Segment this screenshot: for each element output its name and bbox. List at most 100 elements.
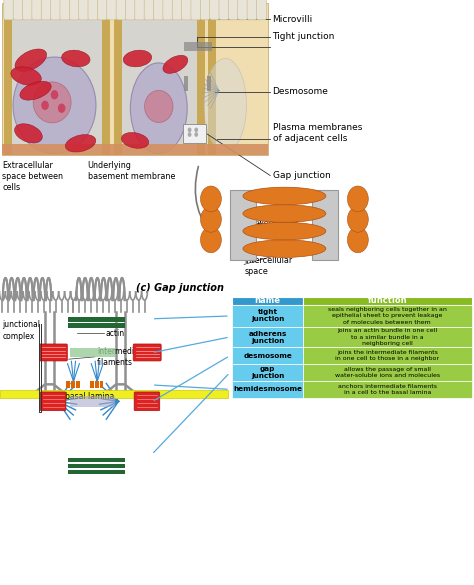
FancyBboxPatch shape [39, 344, 67, 361]
Text: Desmosome: Desmosome [273, 87, 328, 97]
Ellipse shape [123, 50, 152, 67]
Bar [303, 381, 472, 398]
Bar [68, 458, 125, 462]
Bar [0, 295, 474, 399]
Text: anchors intermediate filaments
in a cell to the basal lamina: anchors intermediate filaments in a cell… [338, 384, 437, 395]
Bar [90, 381, 94, 388]
Bar [184, 76, 188, 91]
FancyBboxPatch shape [13, 0, 23, 20]
Circle shape [41, 101, 49, 110]
FancyBboxPatch shape [79, 0, 89, 20]
Bar [0, 390, 228, 398]
Text: Gap junction: Gap junction [273, 171, 330, 180]
Text: Extracellular
space between
cells: Extracellular space between cells [2, 161, 64, 192]
Circle shape [188, 132, 191, 137]
Text: adherens
junction: adherens junction [248, 331, 287, 343]
Text: Tight junction: Tight junction [273, 32, 335, 42]
Bar [95, 381, 99, 388]
Bar [232, 326, 303, 347]
FancyBboxPatch shape [228, 0, 238, 20]
Ellipse shape [243, 187, 326, 205]
FancyBboxPatch shape [40, 392, 66, 411]
FancyBboxPatch shape [154, 0, 164, 20]
FancyBboxPatch shape [183, 124, 206, 143]
Bar [303, 326, 472, 347]
FancyBboxPatch shape [32, 0, 42, 20]
Bar [2, 3, 268, 155]
Text: desmosome: desmosome [243, 353, 292, 359]
FancyBboxPatch shape [201, 0, 210, 20]
FancyBboxPatch shape [210, 0, 219, 20]
FancyBboxPatch shape [69, 0, 79, 20]
Circle shape [347, 186, 368, 212]
FancyBboxPatch shape [238, 0, 248, 20]
FancyBboxPatch shape [135, 0, 145, 20]
Text: Channel
between cells
(connexon): Channel between cells (connexon) [244, 208, 300, 239]
Ellipse shape [145, 91, 173, 123]
Bar [184, 42, 212, 51]
Ellipse shape [163, 56, 188, 73]
Ellipse shape [243, 222, 326, 240]
Bar [303, 305, 472, 326]
Bar [232, 297, 303, 305]
Bar [312, 190, 338, 260]
FancyBboxPatch shape [116, 0, 126, 20]
FancyBboxPatch shape [4, 0, 14, 20]
Bar [207, 76, 211, 91]
Bar [303, 364, 472, 381]
FancyBboxPatch shape [247, 0, 257, 20]
Ellipse shape [62, 50, 90, 67]
Circle shape [201, 207, 221, 232]
Circle shape [347, 207, 368, 232]
Text: tight
junction: tight junction [251, 309, 284, 322]
Bar [68, 470, 125, 474]
Ellipse shape [121, 133, 149, 148]
Text: intermediate
filaments: intermediate filaments [97, 347, 147, 367]
Ellipse shape [11, 67, 41, 85]
Text: function: function [367, 297, 407, 305]
Text: seals neighboring cells together in an
epithelial sheet to prevent leakage
of mo: seals neighboring cells together in an e… [328, 307, 447, 325]
Bar [122, 18, 197, 155]
Bar [70, 348, 115, 357]
FancyBboxPatch shape [88, 0, 98, 20]
Ellipse shape [243, 240, 326, 257]
FancyBboxPatch shape [163, 0, 173, 20]
Text: Underlying
basement membrane: Underlying basement membrane [88, 161, 175, 181]
Bar [76, 381, 80, 388]
FancyBboxPatch shape [191, 0, 201, 20]
FancyBboxPatch shape [219, 0, 229, 20]
Ellipse shape [15, 124, 42, 143]
Bar [68, 464, 125, 468]
Text: joins the intermediate filaments
in one cell to those in a neighbor: joins the intermediate filaments in one … [335, 350, 439, 362]
Bar [230, 190, 256, 260]
Circle shape [201, 186, 221, 212]
FancyBboxPatch shape [133, 344, 161, 361]
FancyBboxPatch shape [144, 0, 154, 20]
Text: (c) Gap junction: (c) Gap junction [136, 283, 224, 293]
Text: hemidesmosome: hemidesmosome [233, 386, 302, 393]
FancyBboxPatch shape [51, 0, 61, 20]
Text: joins an actin bundle in one cell
to a similar bundle in a
neighboring cell: joins an actin bundle in one cell to a s… [337, 328, 438, 346]
Bar [197, 18, 205, 155]
Bar [303, 297, 472, 305]
FancyBboxPatch shape [60, 0, 70, 20]
Circle shape [201, 227, 221, 253]
Bar [208, 18, 216, 155]
Bar [12, 18, 102, 155]
Text: actin: actin [105, 329, 124, 338]
Text: Microvilli: Microvilli [273, 15, 313, 24]
Text: allows the passage of small
water-soluble ions and molecules: allows the passage of small water-solubl… [335, 367, 440, 378]
Bar [100, 381, 103, 388]
Bar [232, 305, 303, 326]
Circle shape [347, 227, 368, 253]
Ellipse shape [20, 81, 51, 100]
Circle shape [194, 128, 198, 132]
Text: gap
junction: gap junction [251, 366, 284, 379]
Ellipse shape [204, 58, 246, 152]
Circle shape [58, 104, 65, 113]
FancyBboxPatch shape [182, 0, 191, 20]
Text: basal lamina: basal lamina [65, 392, 115, 401]
Ellipse shape [13, 57, 96, 153]
Circle shape [194, 132, 198, 137]
Bar [114, 18, 122, 155]
